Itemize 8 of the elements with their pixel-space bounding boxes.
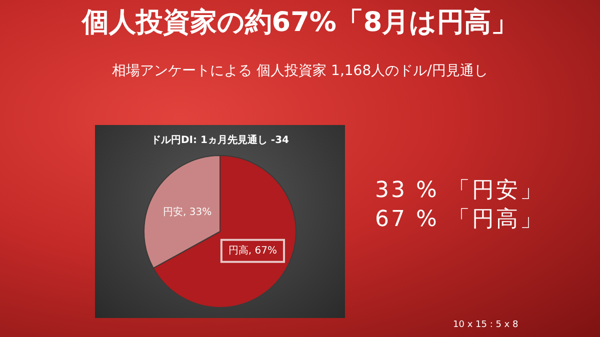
slice-label: 円安, 33% bbox=[162, 206, 212, 218]
slice-label: 円高, 67% bbox=[228, 244, 278, 256]
text: 10 x 15 : 5 x 8 bbox=[453, 320, 518, 330]
text: ドル円DI: 1ヵ月先見通し -34 bbox=[150, 134, 290, 147]
chart-title: 個人投資家の約67%「8月は円高」 bbox=[80, 6, 520, 40]
text: 67 % 「円高」 bbox=[375, 206, 544, 234]
text: 33 % 「円安」 bbox=[375, 177, 544, 205]
chart-subtitle: 相場アンケートによる 個人投資家 1,168人のドル/円見通し bbox=[111, 62, 489, 80]
